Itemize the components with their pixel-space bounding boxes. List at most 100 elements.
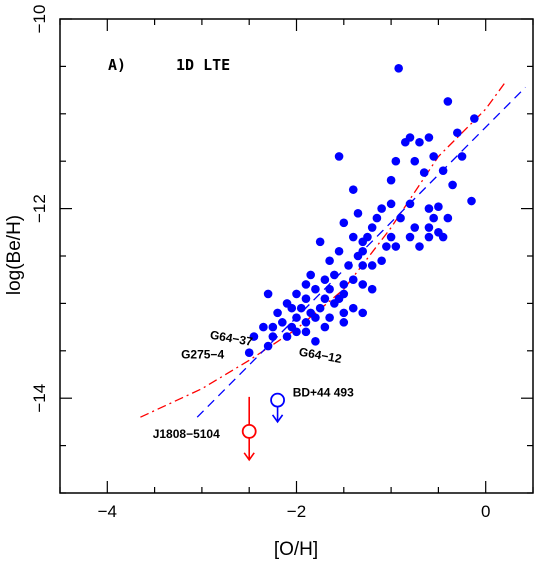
data-point <box>301 280 311 289</box>
plot-frame <box>59 18 534 494</box>
data-point <box>334 246 344 256</box>
data-point <box>394 63 403 73</box>
data-point <box>263 341 273 351</box>
y-tick-label: −12 <box>30 194 49 223</box>
data-point <box>348 185 358 194</box>
data-point <box>348 275 358 285</box>
data-point <box>320 275 330 285</box>
data-point <box>424 232 434 242</box>
data-point <box>282 332 292 341</box>
y-tick-label: −10 <box>30 5 49 34</box>
red-dashdot-fit-line <box>140 80 508 418</box>
axis-ticks <box>59 18 534 494</box>
data-point <box>386 175 396 185</box>
axis-tick-labels: −4 −2 0 −14 −12 −10 <box>30 5 490 521</box>
data-point <box>358 237 368 247</box>
blue-upper-limit-marker <box>270 392 285 408</box>
fit-lines <box>140 80 526 418</box>
data-point <box>273 308 282 318</box>
annotation-label: G64−37 <box>209 328 254 349</box>
data-point <box>325 313 334 322</box>
data-point <box>377 256 386 266</box>
data-point <box>443 97 453 106</box>
data-point <box>292 327 301 337</box>
data-point <box>457 152 467 161</box>
data-point <box>330 299 339 308</box>
data-point <box>424 204 434 213</box>
data-point <box>249 332 259 341</box>
data-point <box>386 232 396 242</box>
data-point <box>296 303 306 313</box>
data-point <box>330 270 339 280</box>
data-point <box>372 213 382 223</box>
data-point <box>292 289 301 299</box>
data-point <box>339 318 349 327</box>
data-point <box>301 327 311 337</box>
panel-label: A) <box>108 56 126 74</box>
x-tick-label: −4 <box>98 502 117 521</box>
data-point <box>301 294 311 303</box>
y-axis-title: log(Be/H) <box>4 215 25 295</box>
x-tick-label: −2 <box>287 502 306 521</box>
data-point <box>443 213 453 223</box>
data-point <box>367 261 377 270</box>
data-point <box>301 318 311 327</box>
data-point <box>344 261 353 270</box>
data-point <box>415 137 424 147</box>
data-point <box>405 199 415 209</box>
data-point <box>320 322 330 332</box>
data-point <box>325 284 334 294</box>
data-point <box>434 202 443 212</box>
data-point <box>410 156 420 166</box>
data-point <box>353 251 363 261</box>
data-point <box>320 294 330 303</box>
data-point <box>470 114 479 123</box>
data-point <box>453 128 462 138</box>
data-point <box>424 223 434 232</box>
data-point <box>391 242 401 251</box>
data-point <box>348 232 358 242</box>
data-point <box>367 223 377 232</box>
data-point <box>400 137 410 147</box>
data-point <box>339 218 349 228</box>
data-point <box>287 303 297 313</box>
data-point <box>311 313 320 322</box>
data-point <box>438 166 448 175</box>
data-point <box>244 348 254 357</box>
data-point <box>415 242 424 251</box>
data-point <box>396 213 405 223</box>
data-point <box>311 337 320 346</box>
data-point <box>391 156 401 166</box>
data-point <box>306 270 315 280</box>
data-point <box>315 237 325 247</box>
annotation-label: J1808−5104 <box>153 427 220 441</box>
data-point <box>348 303 358 313</box>
y-tick-label: −14 <box>30 384 49 413</box>
data-point <box>386 199 396 209</box>
annotation-label: G64−12 <box>298 345 343 366</box>
upper-limits <box>241 392 285 462</box>
data-point <box>263 289 273 299</box>
data-point <box>448 180 457 190</box>
red-upper-limit-marker <box>241 423 257 439</box>
data-point <box>278 318 287 327</box>
data-point <box>353 209 363 218</box>
data-point <box>429 213 438 223</box>
data-point <box>424 133 434 142</box>
data-point <box>467 196 476 206</box>
annotation-label: G275−4 <box>181 347 224 361</box>
red-upper-limit-arrowhead <box>243 452 255 462</box>
data-point <box>358 280 368 289</box>
data-point <box>259 322 268 332</box>
data-point <box>311 284 320 294</box>
data-point <box>268 322 278 332</box>
data-point <box>358 308 368 318</box>
data-point <box>339 308 349 318</box>
data-point <box>367 284 377 294</box>
data-point <box>315 303 325 313</box>
data-point <box>325 256 334 266</box>
data-point <box>268 332 278 341</box>
x-tick-label: 0 <box>481 502 490 521</box>
